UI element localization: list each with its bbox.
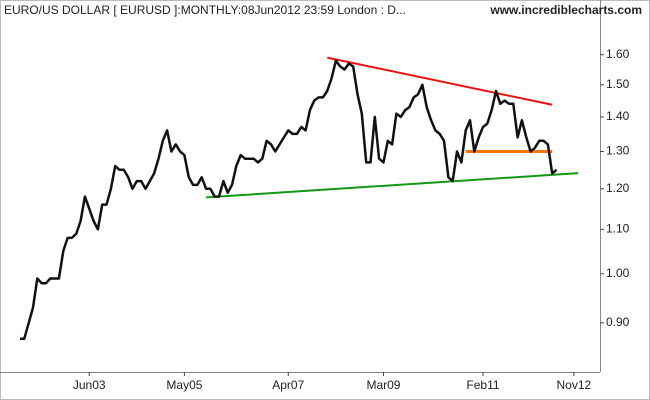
y-tick-label: 1.10 [606,222,630,236]
trendline [327,56,553,106]
y-tick-label: 1.50 [606,77,630,91]
y-tick-label: 1.40 [606,109,630,123]
x-tick-label: May05 [166,378,202,392]
x-tick-label: Nov12 [557,378,592,392]
y-tick-label: 1.30 [606,144,630,158]
y-tick-label: 1.00 [606,266,630,280]
trendline [205,172,579,199]
y-tick-label: 1.60 [606,47,630,61]
x-tick-label: Mar09 [366,378,400,392]
y-tick-label: 1.20 [606,181,630,195]
y-tick-label: 0.90 [606,315,630,329]
x-tick-label: Feb11 [466,378,499,392]
source: www.incrediblecharts.com [489,3,642,17]
chart-title: EURO/US DOLLAR [ EURUSD ]:MONTHLY:08Jun2… [4,3,406,17]
x-tick-label: Jun03 [73,378,106,392]
price-line [20,59,558,340]
x-tick-label: Apr07 [272,378,304,392]
